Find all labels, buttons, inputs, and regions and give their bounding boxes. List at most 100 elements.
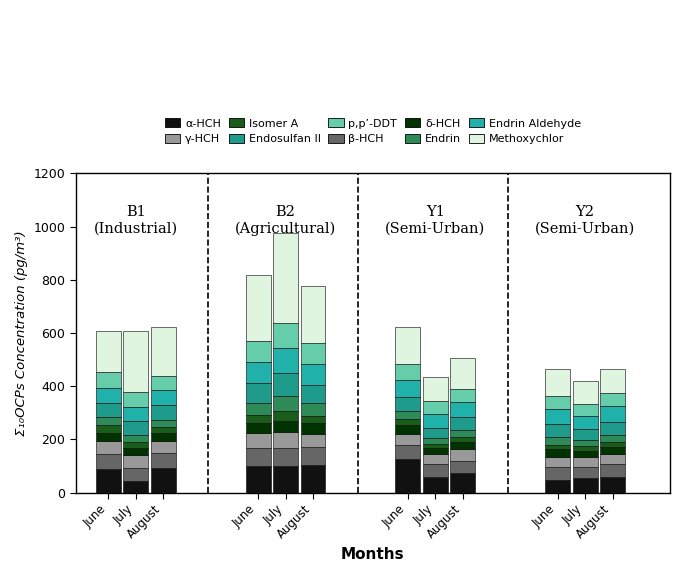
- Bar: [123, 455, 148, 468]
- Text: Y1
(Semi-Urban): Y1 (Semi-Urban): [385, 205, 486, 235]
- Bar: [423, 448, 448, 454]
- Bar: [450, 449, 475, 460]
- Bar: [96, 433, 121, 441]
- Bar: [246, 433, 271, 448]
- Bar: [395, 445, 421, 459]
- Bar: [573, 451, 597, 456]
- Bar: [96, 454, 121, 469]
- Bar: [573, 404, 597, 415]
- Bar: [600, 434, 625, 442]
- Bar: [545, 445, 570, 449]
- Bar: [395, 459, 421, 493]
- Bar: [123, 442, 148, 448]
- Bar: [395, 397, 421, 411]
- Bar: [423, 454, 448, 464]
- Bar: [273, 323, 298, 348]
- Bar: [545, 369, 570, 396]
- Bar: [600, 447, 625, 454]
- Bar: [96, 403, 121, 417]
- Bar: [273, 233, 298, 323]
- Bar: [246, 423, 271, 433]
- Bar: [301, 385, 325, 403]
- Bar: [545, 425, 570, 437]
- X-axis label: Months: Months: [341, 547, 405, 562]
- Bar: [123, 407, 148, 421]
- Bar: [301, 433, 325, 447]
- Bar: [273, 411, 298, 421]
- Bar: [423, 377, 448, 401]
- Bar: [246, 275, 271, 342]
- Y-axis label: Σ₁₀OCPs Concentration (pg/m³): Σ₁₀OCPs Concentration (pg/m³): [15, 230, 28, 436]
- Bar: [151, 428, 176, 433]
- Bar: [96, 372, 121, 388]
- Bar: [151, 376, 176, 390]
- Bar: [423, 438, 448, 444]
- Bar: [273, 448, 298, 466]
- Bar: [450, 389, 475, 402]
- Bar: [545, 449, 570, 457]
- Bar: [450, 358, 475, 389]
- Bar: [246, 466, 271, 493]
- Bar: [301, 364, 325, 385]
- Bar: [545, 457, 570, 467]
- Bar: [246, 403, 271, 415]
- Bar: [450, 442, 475, 449]
- Bar: [123, 448, 148, 455]
- Bar: [423, 414, 448, 428]
- Bar: [273, 373, 298, 396]
- Bar: [96, 417, 121, 425]
- Bar: [151, 327, 176, 376]
- Text: Y2
(Semi-Urban): Y2 (Semi-Urban): [535, 205, 635, 235]
- Bar: [151, 433, 176, 441]
- Bar: [151, 390, 176, 405]
- Bar: [573, 456, 597, 467]
- Bar: [246, 448, 271, 466]
- Bar: [301, 343, 325, 364]
- Bar: [600, 406, 625, 422]
- Bar: [123, 468, 148, 481]
- Bar: [96, 469, 121, 493]
- Bar: [301, 403, 325, 416]
- Bar: [96, 425, 121, 433]
- Bar: [301, 424, 325, 433]
- Bar: [423, 444, 448, 448]
- Bar: [301, 447, 325, 466]
- Bar: [450, 430, 475, 437]
- Bar: [573, 381, 597, 404]
- Bar: [395, 327, 421, 364]
- Bar: [151, 405, 176, 420]
- Bar: [573, 415, 597, 429]
- Text: B1
(Industrial): B1 (Industrial): [94, 205, 178, 235]
- Bar: [151, 454, 176, 468]
- Bar: [450, 437, 475, 442]
- Bar: [545, 437, 570, 445]
- Legend: α-HCH, γ-HCH, Isomer A, Endosulfan II, p,p’-DDT, β-HCH, δ-HCH, Endrin, Endrin Al: α-HCH, γ-HCH, Isomer A, Endosulfan II, p…: [162, 115, 584, 148]
- Bar: [545, 409, 570, 425]
- Bar: [273, 432, 298, 448]
- Bar: [450, 460, 475, 473]
- Bar: [450, 473, 475, 493]
- Bar: [573, 467, 597, 478]
- Bar: [573, 446, 597, 451]
- Bar: [151, 468, 176, 493]
- Bar: [600, 477, 625, 493]
- Bar: [600, 392, 625, 406]
- Bar: [573, 429, 597, 440]
- Bar: [96, 441, 121, 454]
- Bar: [395, 411, 421, 419]
- Bar: [423, 477, 448, 493]
- Bar: [273, 348, 298, 373]
- Bar: [301, 286, 325, 343]
- Text: B2
(Agricultural): B2 (Agricultural): [235, 205, 336, 236]
- Bar: [123, 481, 148, 493]
- Bar: [545, 480, 570, 493]
- Bar: [395, 419, 421, 425]
- Bar: [423, 401, 448, 414]
- Bar: [301, 416, 325, 424]
- Bar: [273, 421, 298, 432]
- Bar: [395, 433, 421, 445]
- Bar: [273, 466, 298, 493]
- Bar: [545, 396, 570, 409]
- Bar: [151, 420, 176, 428]
- Bar: [151, 441, 176, 454]
